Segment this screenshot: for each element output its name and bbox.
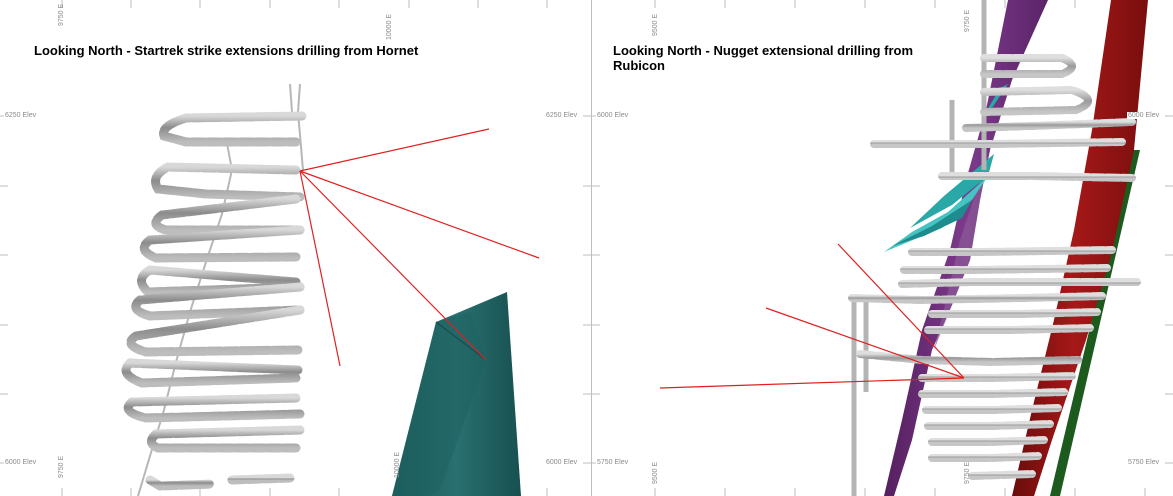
drill-holes <box>299 128 540 367</box>
elevation-label: 6250 Elev <box>545 112 579 119</box>
right-section-view <box>592 0 1173 496</box>
elevation-label: 5750 Elev <box>596 459 630 466</box>
easting-label: 9750 E <box>964 461 971 484</box>
easting-label: 9750 E <box>964 9 971 32</box>
development-levels <box>848 54 1141 480</box>
frame-ticks <box>0 0 591 496</box>
elevation-label: 6250 Elev <box>4 112 38 119</box>
easting-label: 10000 E <box>394 451 401 478</box>
easting-label: 9750 E <box>58 455 65 478</box>
elevation-label: 6000 Elev <box>4 459 38 466</box>
elevation-label: 6000 Elev <box>596 112 630 119</box>
easting-label: 9750 E <box>58 3 65 26</box>
elevation-label: 5750 Elev <box>1127 459 1161 466</box>
elevation-label: 6000 Elev <box>545 459 579 466</box>
easting-label: 9500 E <box>652 13 659 36</box>
drill-holes <box>659 243 965 389</box>
section-title: Looking North - Nugget extensional drill… <box>613 43 913 73</box>
left-section-panel: Looking North - Startrek strike extensio… <box>0 0 592 496</box>
green-lode-shape <box>1050 150 1140 496</box>
easting-label: 9500 E <box>652 461 659 484</box>
easting-label: 10000 E <box>386 13 393 40</box>
elevation-label: 6000 Elev <box>1127 112 1161 119</box>
left-section-view <box>0 0 591 496</box>
ore-body-shape <box>392 292 521 496</box>
section-title: Looking North - Startrek strike extensio… <box>34 43 419 58</box>
right-section-panel: Looking North - Nugget extensional drill… <box>592 0 1173 496</box>
development-levels <box>55 111 307 491</box>
